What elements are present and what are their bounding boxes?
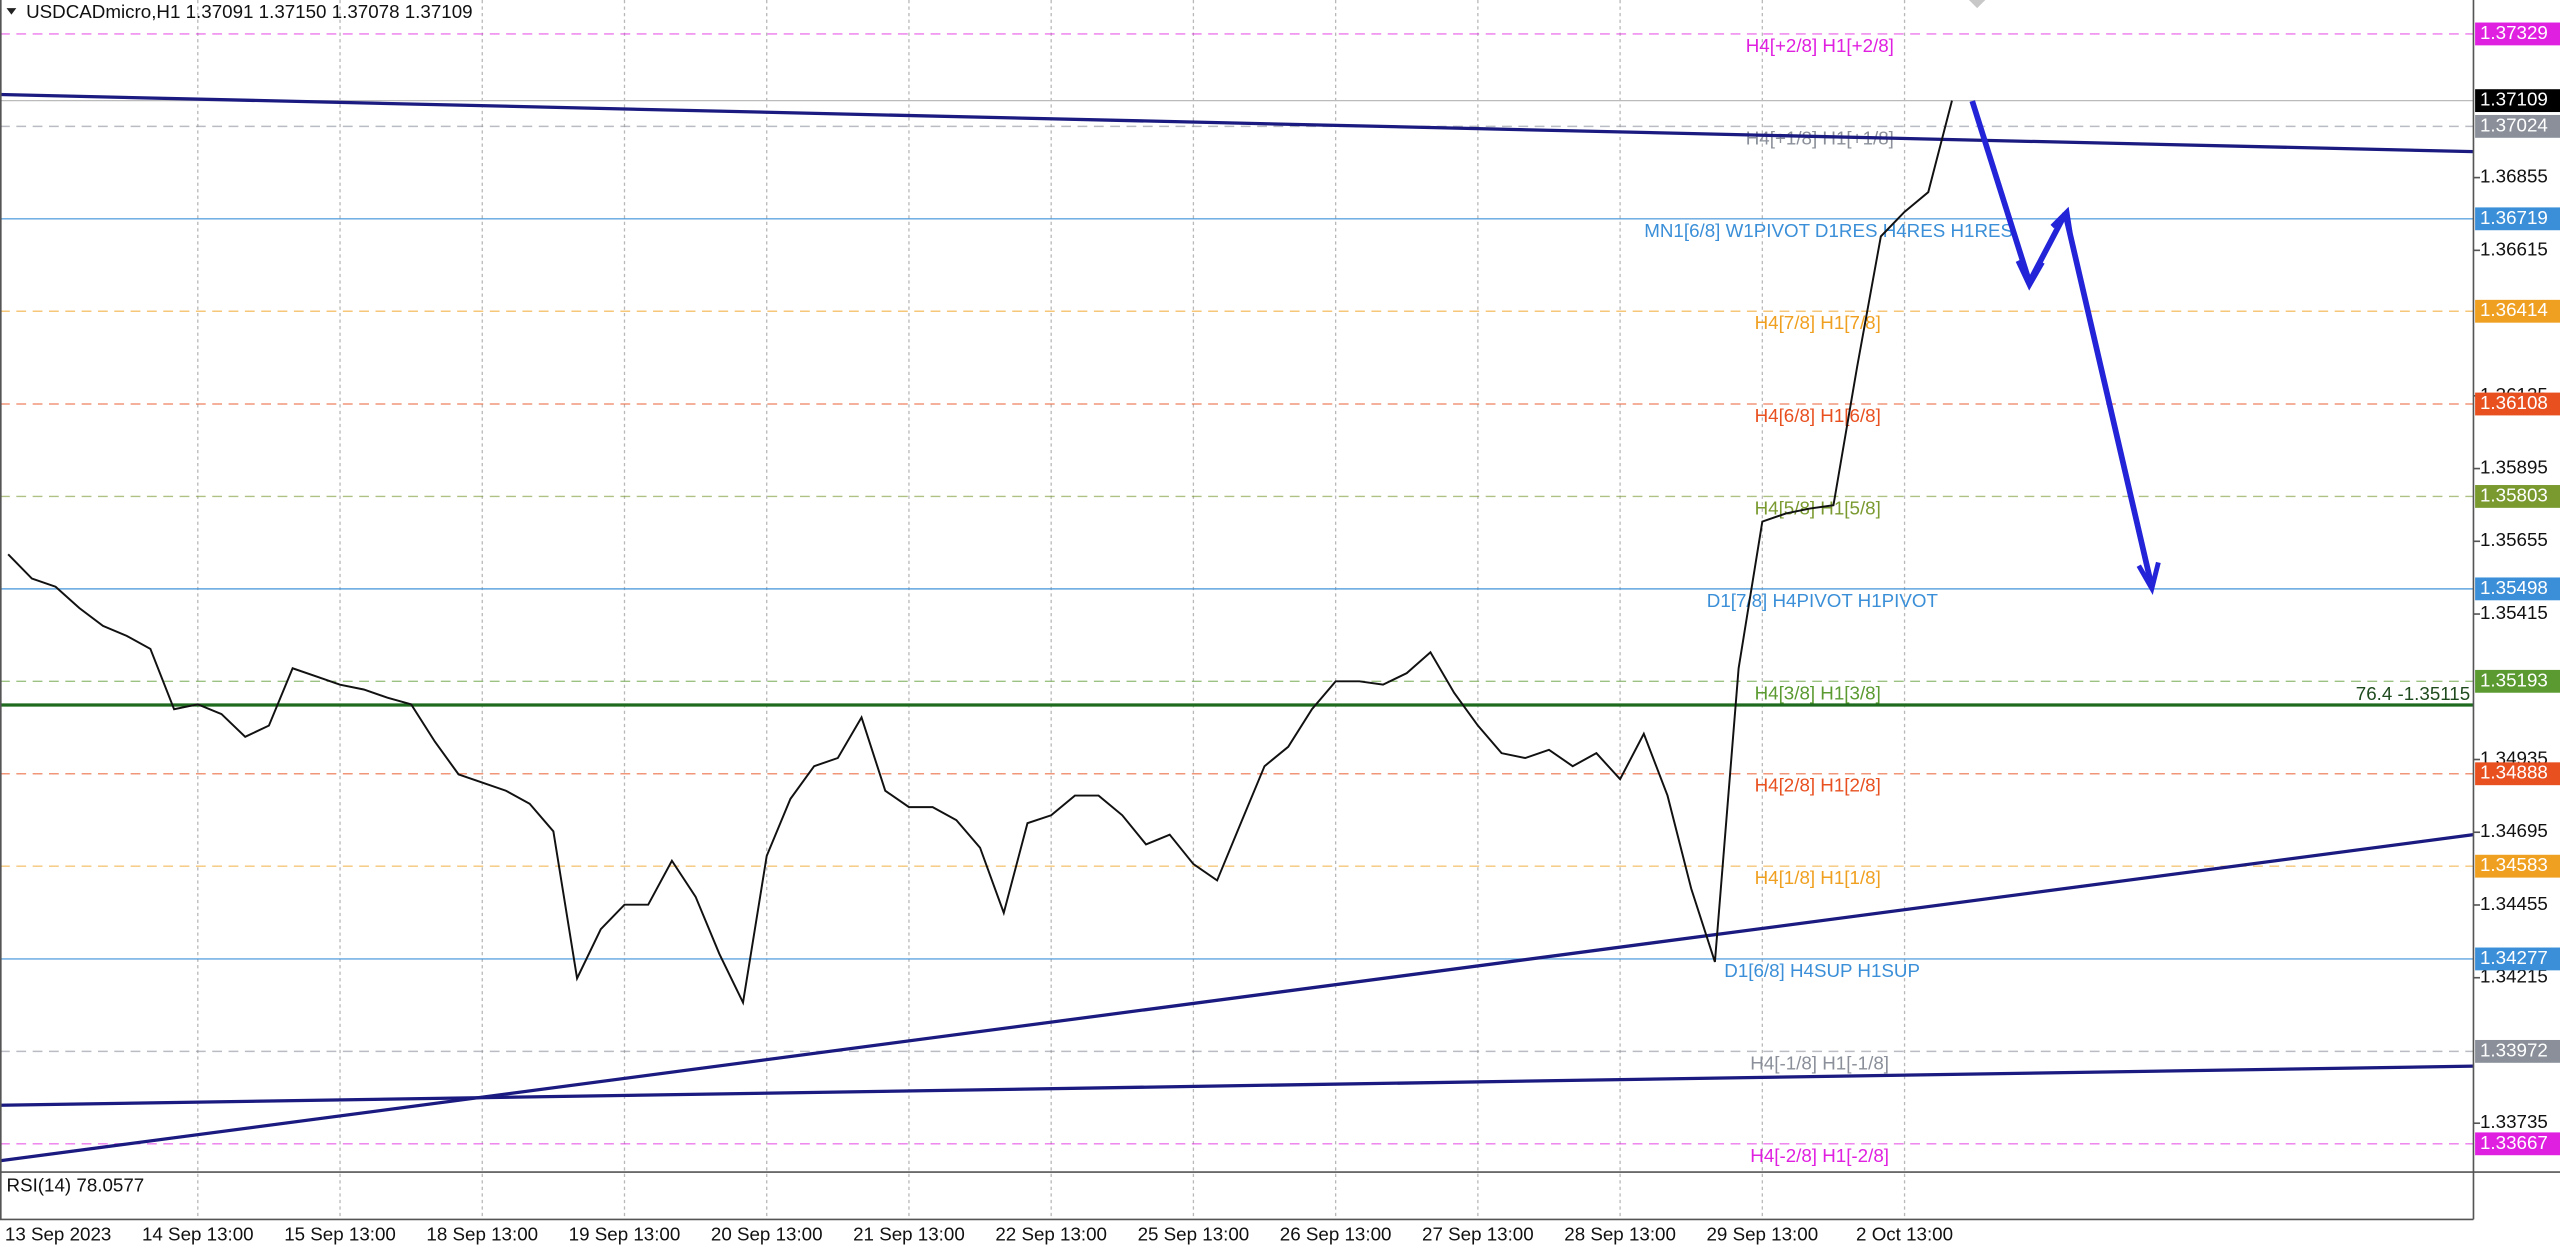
level-price: 1.33667 — [2480, 1132, 2548, 1153]
trend-line — [0, 833, 2474, 1163]
forecast-arrows — [1969, 100, 2161, 596]
x-tick-label: 15 Sep 13:00 — [284, 1224, 396, 1245]
level-label: H4[7/8] H1[7/8] — [1755, 312, 1881, 333]
grid — [197, 0, 1906, 1220]
plot — [7, 100, 1953, 1006]
level-price-box — [2475, 669, 2560, 693]
level-label: H4[1/8] H1[1/8] — [1755, 867, 1881, 888]
level-price: 1.34583 — [2480, 854, 2548, 875]
current-price-box — [2475, 89, 2560, 113]
axes: 13 Sep 2023 14 Sep 13:00 15 Sep 13:00 18 Se… — [5, 22, 2560, 1245]
level-price: 1.36108 — [2480, 392, 2548, 413]
level-price-box — [2475, 762, 2560, 786]
y-tick-label: 1.36855 — [2480, 166, 2548, 187]
level-label: H4[6/8] H1[6/8] — [1755, 405, 1881, 426]
trend-line — [0, 1064, 2474, 1107]
x-tick-label: 18 Sep 13:00 — [426, 1224, 538, 1245]
chart-title: USDCADmicro,H1 1.37091 1.37150 1.37078 1… — [26, 1, 472, 22]
y-tick-label: 1.36615 — [2480, 238, 2548, 259]
y-tick-label: 1.34455 — [2480, 893, 2548, 914]
level-label: D1[6/8] H4SUP H1SUP — [1724, 960, 1920, 981]
level-price-box — [2475, 392, 2560, 416]
trend-line — [0, 92, 2474, 154]
level-label: D1[7/8] H4PIVOT H1PIVOT — [1707, 590, 1939, 611]
current-price: 1.37109 — [2480, 89, 2548, 110]
y-tick-label: 1.35655 — [2480, 529, 2548, 550]
level-price-box — [2475, 22, 2560, 46]
x-tick-label: 29 Sep 13:00 — [1707, 1224, 1819, 1245]
x-tick-label: 20 Sep 13:00 — [711, 1224, 823, 1245]
collapse-icon — [6, 8, 17, 15]
level-price: 1.34888 — [2480, 762, 2548, 783]
arrow — [2026, 212, 2068, 284]
x-tick-label: 28 Sep 13:00 — [1564, 1224, 1676, 1245]
level-price: 1.33972 — [2480, 1039, 2548, 1060]
arrow — [2062, 212, 2155, 588]
x-tick-label: 13 Sep 2023 — [5, 1224, 111, 1245]
levels: H4[+2/8] H1[+2/8]H4[+1/8] H1[+1/8]MN1[6/… — [0, 33, 2474, 1166]
level-label: H4[-2/8] H1[-2/8] — [1750, 1145, 1889, 1166]
x-tick-label: 26 Sep 13:00 — [1280, 1224, 1392, 1245]
level-price: 1.36719 — [2480, 207, 2548, 228]
arrow — [1969, 100, 2033, 283]
level-price: 1.36414 — [2480, 299, 2548, 320]
level-price-box — [2475, 299, 2560, 323]
level-price-box — [2475, 854, 2560, 878]
y-tick-label: 1.33735 — [2480, 1111, 2548, 1132]
x-tick-label: 2 Oct 13:00 — [1856, 1224, 1953, 1245]
x-tick-label: 21 Sep 13:00 — [853, 1224, 965, 1245]
x-tick-label: 14 Sep 13:00 — [142, 1224, 254, 1245]
level-price-box — [2475, 577, 2560, 601]
arrow-head — [2136, 561, 2161, 596]
level-price-box — [2475, 1039, 2560, 1063]
level-label: H4[3/8] H1[3/8] — [1755, 682, 1881, 703]
price-line — [7, 100, 1953, 1006]
level-price-box — [2475, 485, 2560, 508]
level-price: 1.35193 — [2480, 669, 2548, 690]
level-price: 1.37329 — [2480, 22, 2548, 43]
level-price-box — [2475, 1132, 2560, 1156]
level-price-box — [2475, 114, 2560, 138]
y-tick-label: 1.35895 — [2480, 457, 2548, 478]
level-label: H4[+2/8] H1[+2/8] — [1746, 35, 1894, 56]
level-price-box — [2475, 947, 2560, 971]
level-label: H4[2/8] H1[2/8] — [1755, 775, 1881, 796]
level-price: 1.35803 — [2480, 484, 2548, 505]
level-price: 1.37024 — [2480, 114, 2548, 135]
x-tick-label: 25 Sep 13:00 — [1138, 1224, 1250, 1245]
level-price-box — [2475, 207, 2560, 231]
level-price: 1.34277 — [2480, 947, 2548, 968]
level-label: H4[-1/8] H1[-1/8] — [1750, 1052, 1889, 1073]
fib-label: 76.4 -1.35115 — [2356, 683, 2470, 704]
x-tick-label: 27 Sep 13:00 — [1422, 1224, 1534, 1245]
x-tick-label: 19 Sep 13:00 — [569, 1224, 681, 1245]
y-tick-label: 1.34215 — [2480, 966, 2548, 987]
level-label: MN1[6/8] W1PIVOT D1RES H4RES H1RES — [1644, 220, 2013, 241]
y-tick-label: 1.34695 — [2480, 820, 2548, 841]
x-tick-label: 22 Sep 13:00 — [995, 1224, 1107, 1245]
marker — [1968, 0, 1986, 9]
y-tick-label: 1.35415 — [2480, 602, 2548, 623]
level-price: 1.35498 — [2480, 577, 2548, 598]
rsi-label: RSI(14) 78.0577 — [7, 1175, 145, 1196]
